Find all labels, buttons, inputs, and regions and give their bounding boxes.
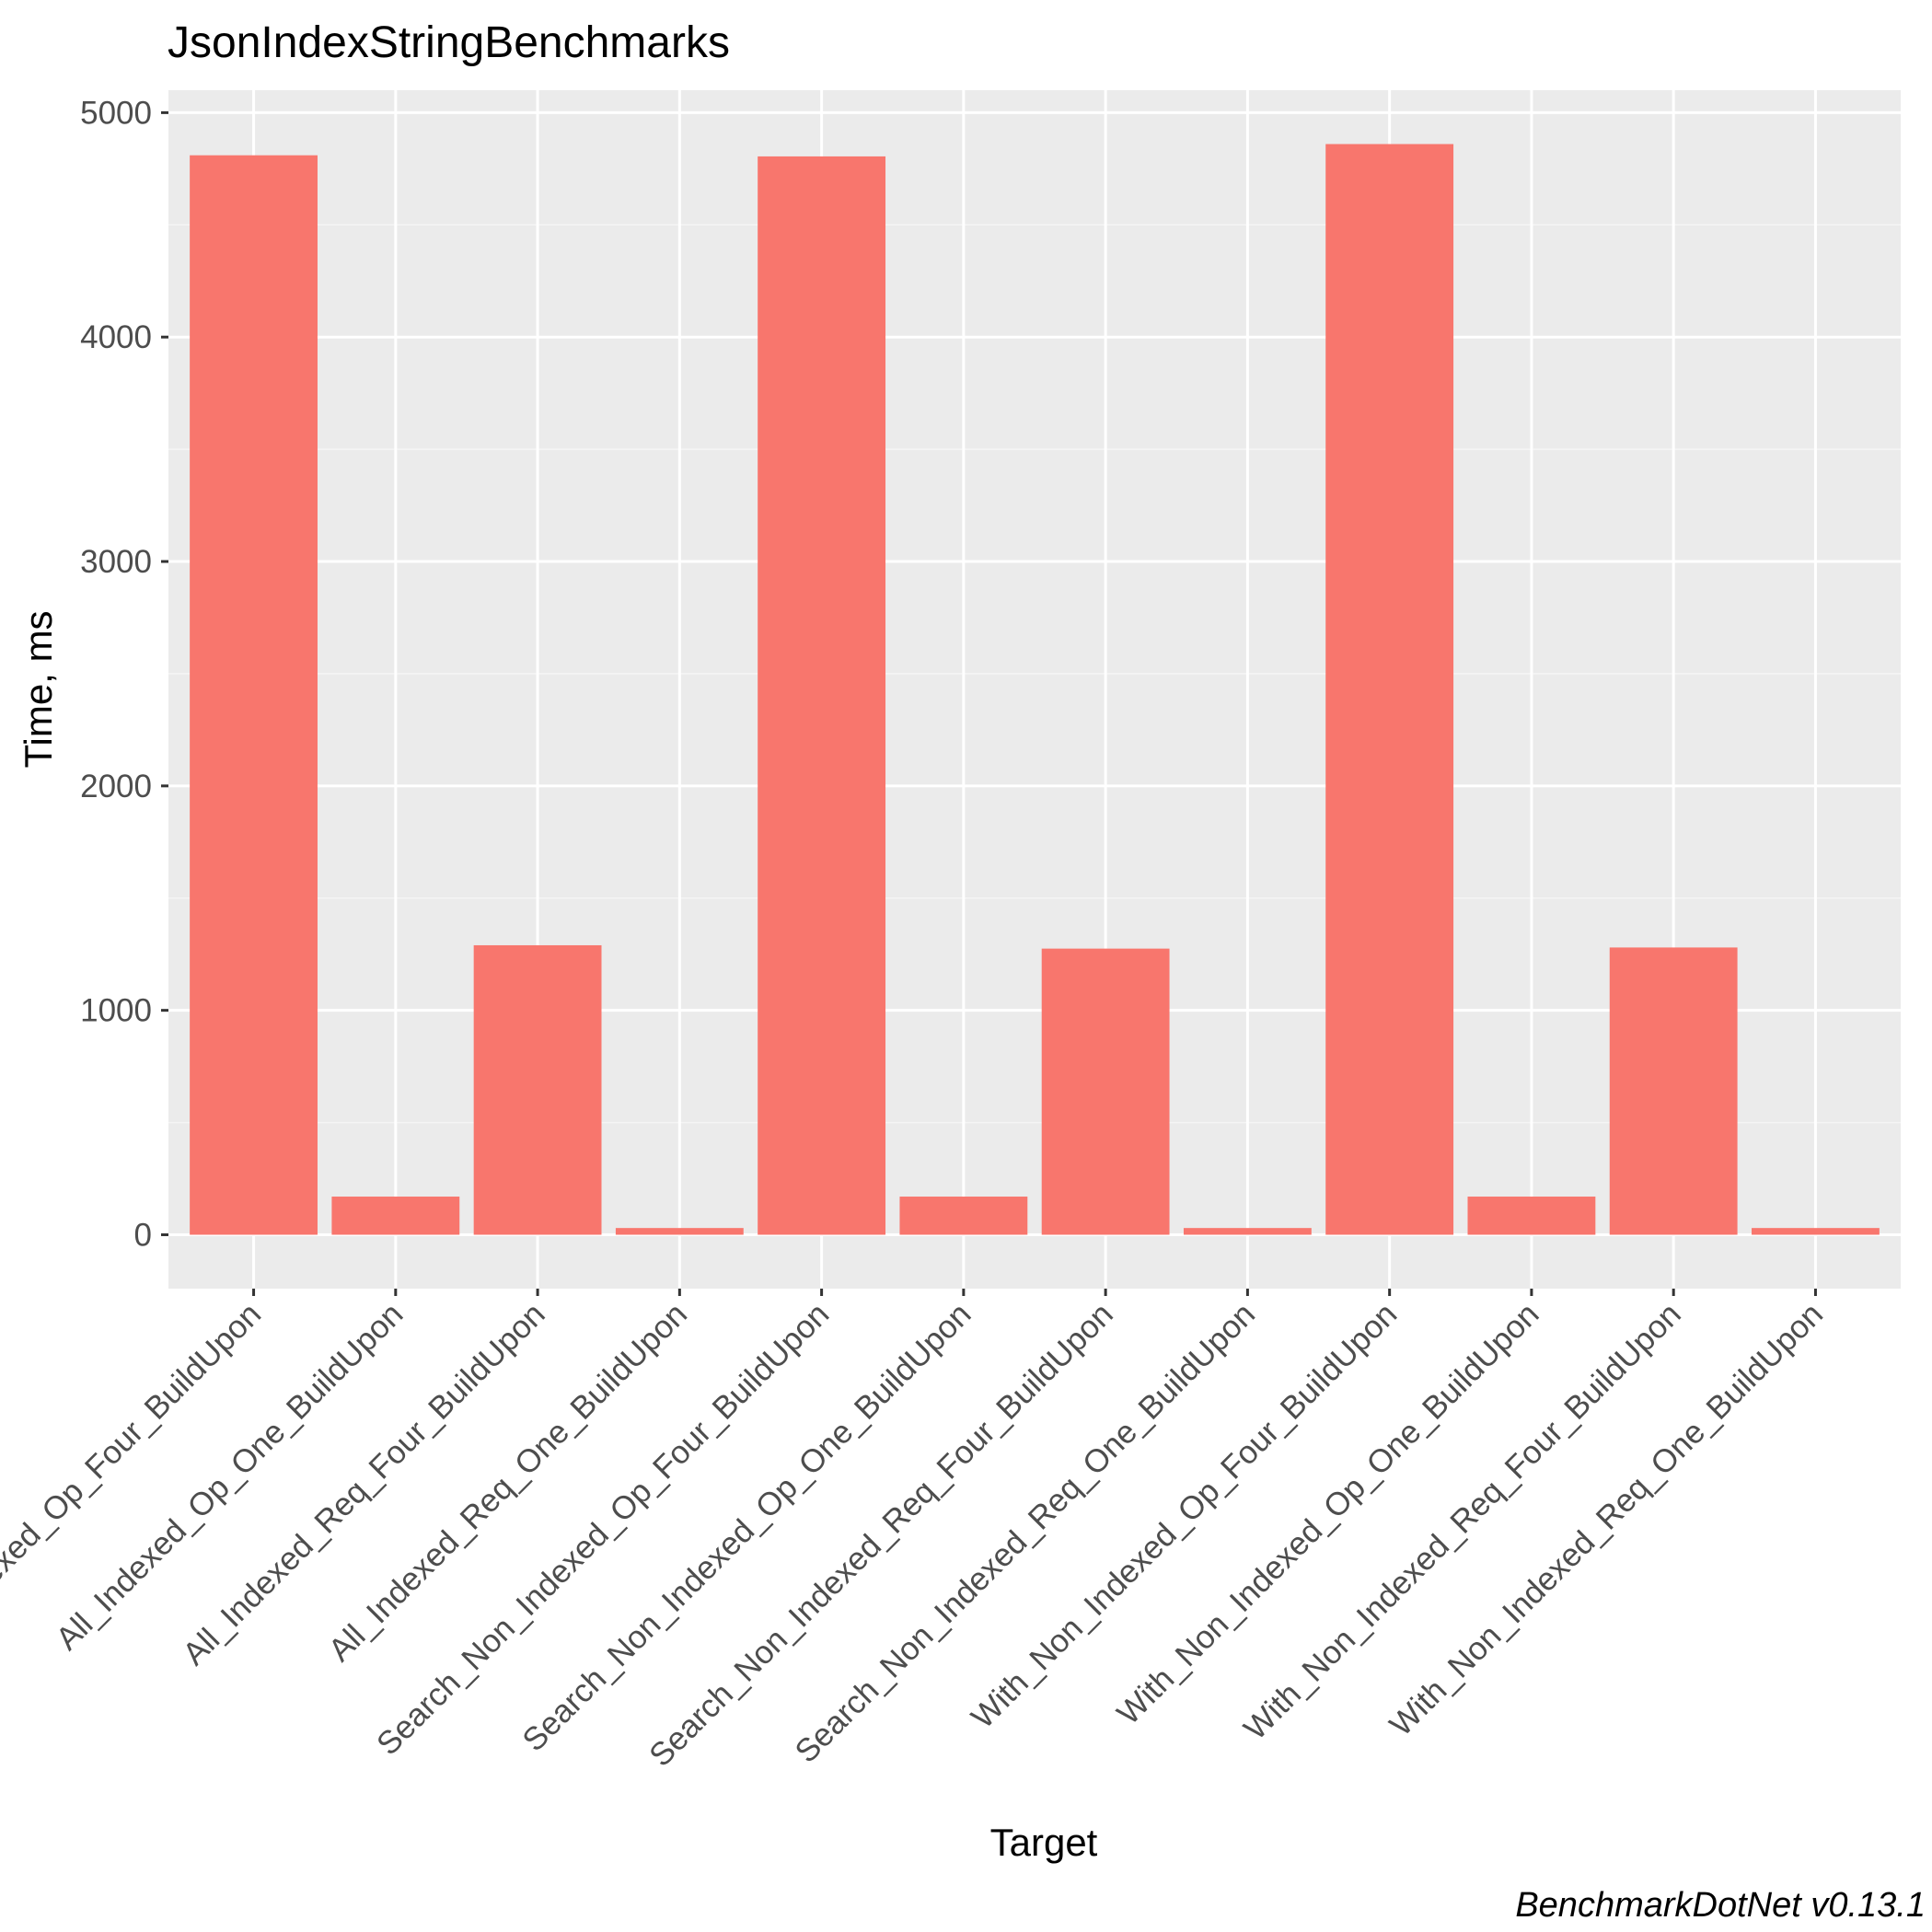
bar xyxy=(1183,1228,1312,1235)
x-axis-ticks: All_Indexed_Op_Four_BuildUponAll_Indexed… xyxy=(0,1289,1830,1774)
bar xyxy=(331,1197,460,1235)
y-tick-label: 2000 xyxy=(80,769,152,804)
caption: BenchmarkDotNet v0.13.1 xyxy=(1515,1886,1926,1925)
bar xyxy=(899,1197,1028,1235)
bar xyxy=(1609,947,1738,1235)
bar xyxy=(473,944,602,1235)
y-tick-label: 4000 xyxy=(80,319,152,355)
y-tick-label: 1000 xyxy=(80,993,152,1029)
y-tick-label: 3000 xyxy=(80,544,152,580)
y-tick-label: 5000 xyxy=(80,95,152,131)
chart-title: JsonIndexStringBenchmarks xyxy=(168,18,730,67)
bar xyxy=(1041,948,1170,1235)
bar xyxy=(615,1228,744,1235)
bars xyxy=(190,144,1880,1235)
bar xyxy=(1752,1228,1880,1235)
bar xyxy=(190,155,318,1235)
x-axis-title: Target xyxy=(990,1821,1098,1864)
bar xyxy=(758,156,886,1235)
y-tick-label: 0 xyxy=(134,1217,152,1253)
bar xyxy=(1325,144,1454,1235)
y-axis-title: Time, ms xyxy=(17,610,60,768)
y-axis-ticks: 0 1000 2000 3000 4000 5000 xyxy=(80,95,168,1253)
bar xyxy=(1467,1197,1596,1235)
